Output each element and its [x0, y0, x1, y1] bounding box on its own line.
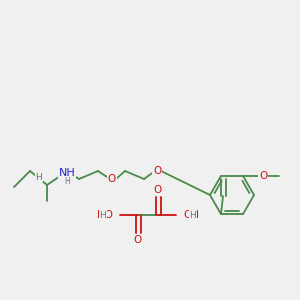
Text: HO: HO — [97, 210, 113, 220]
Text: O: O — [259, 171, 267, 181]
Text: O: O — [153, 166, 161, 176]
Text: OH: OH — [183, 210, 199, 220]
Text: H: H — [100, 211, 106, 220]
Text: NH: NH — [58, 168, 75, 178]
Text: O: O — [154, 185, 162, 195]
Text: H: H — [36, 172, 42, 182]
Text: O: O — [108, 174, 116, 184]
Text: H: H — [64, 176, 70, 185]
Text: H: H — [190, 211, 196, 220]
Text: O: O — [134, 235, 142, 245]
